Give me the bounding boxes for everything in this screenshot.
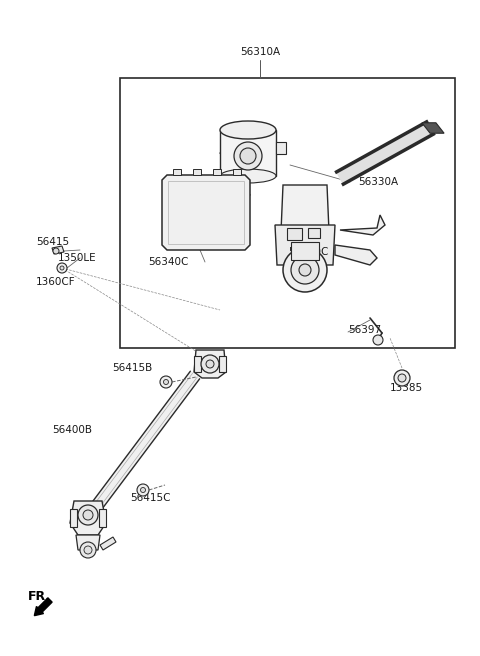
Polygon shape — [220, 130, 276, 176]
Polygon shape — [52, 246, 64, 254]
Bar — [213, 169, 221, 175]
Circle shape — [141, 487, 145, 493]
Circle shape — [283, 248, 327, 292]
Bar — [173, 169, 181, 175]
Bar — [168, 181, 244, 244]
Bar — [308, 228, 320, 238]
Polygon shape — [336, 122, 433, 184]
Polygon shape — [422, 123, 444, 133]
Circle shape — [291, 256, 319, 284]
Polygon shape — [70, 501, 106, 535]
Text: 56340C: 56340C — [148, 257, 188, 267]
Text: FR.: FR. — [28, 590, 51, 602]
Circle shape — [160, 376, 172, 388]
Polygon shape — [335, 245, 377, 265]
Bar — [70, 509, 77, 527]
Polygon shape — [100, 537, 116, 550]
Bar — [233, 169, 241, 175]
Circle shape — [53, 248, 59, 254]
Ellipse shape — [220, 169, 276, 183]
Circle shape — [394, 370, 410, 386]
Text: 56330A: 56330A — [358, 177, 398, 187]
Text: 1350LE: 1350LE — [58, 253, 96, 263]
Text: 56415: 56415 — [36, 237, 69, 247]
Bar — [291, 242, 319, 260]
Ellipse shape — [220, 121, 276, 139]
Polygon shape — [85, 371, 200, 519]
Bar — [99, 509, 106, 527]
Polygon shape — [280, 185, 330, 255]
Circle shape — [373, 335, 383, 345]
Bar — [120, 78, 455, 348]
Circle shape — [240, 148, 256, 164]
Circle shape — [137, 484, 149, 496]
Circle shape — [83, 510, 93, 520]
Polygon shape — [162, 175, 250, 250]
Text: 56397: 56397 — [348, 325, 381, 335]
Circle shape — [398, 374, 406, 382]
Text: 56415C: 56415C — [130, 493, 170, 503]
Text: 13385: 13385 — [390, 383, 423, 393]
Polygon shape — [76, 535, 100, 550]
Circle shape — [164, 380, 168, 384]
Circle shape — [206, 360, 214, 368]
Circle shape — [57, 263, 67, 273]
Text: 56400B: 56400B — [52, 425, 92, 435]
Polygon shape — [340, 215, 385, 235]
Polygon shape — [275, 225, 335, 265]
Circle shape — [234, 142, 262, 170]
Bar — [287, 228, 302, 240]
Polygon shape — [194, 350, 226, 378]
Bar — [194, 356, 201, 372]
Circle shape — [80, 542, 96, 558]
Circle shape — [78, 505, 98, 525]
Polygon shape — [276, 142, 286, 154]
Text: 56310A: 56310A — [240, 47, 280, 57]
Circle shape — [299, 264, 311, 276]
Circle shape — [60, 266, 64, 270]
Text: 1360CF: 1360CF — [36, 277, 76, 287]
Text: 56415B: 56415B — [112, 363, 152, 373]
Text: 56390C: 56390C — [288, 247, 328, 257]
Bar — [193, 169, 201, 175]
Bar — [219, 356, 226, 372]
Circle shape — [84, 546, 92, 554]
FancyArrow shape — [35, 598, 52, 616]
Circle shape — [201, 355, 219, 373]
